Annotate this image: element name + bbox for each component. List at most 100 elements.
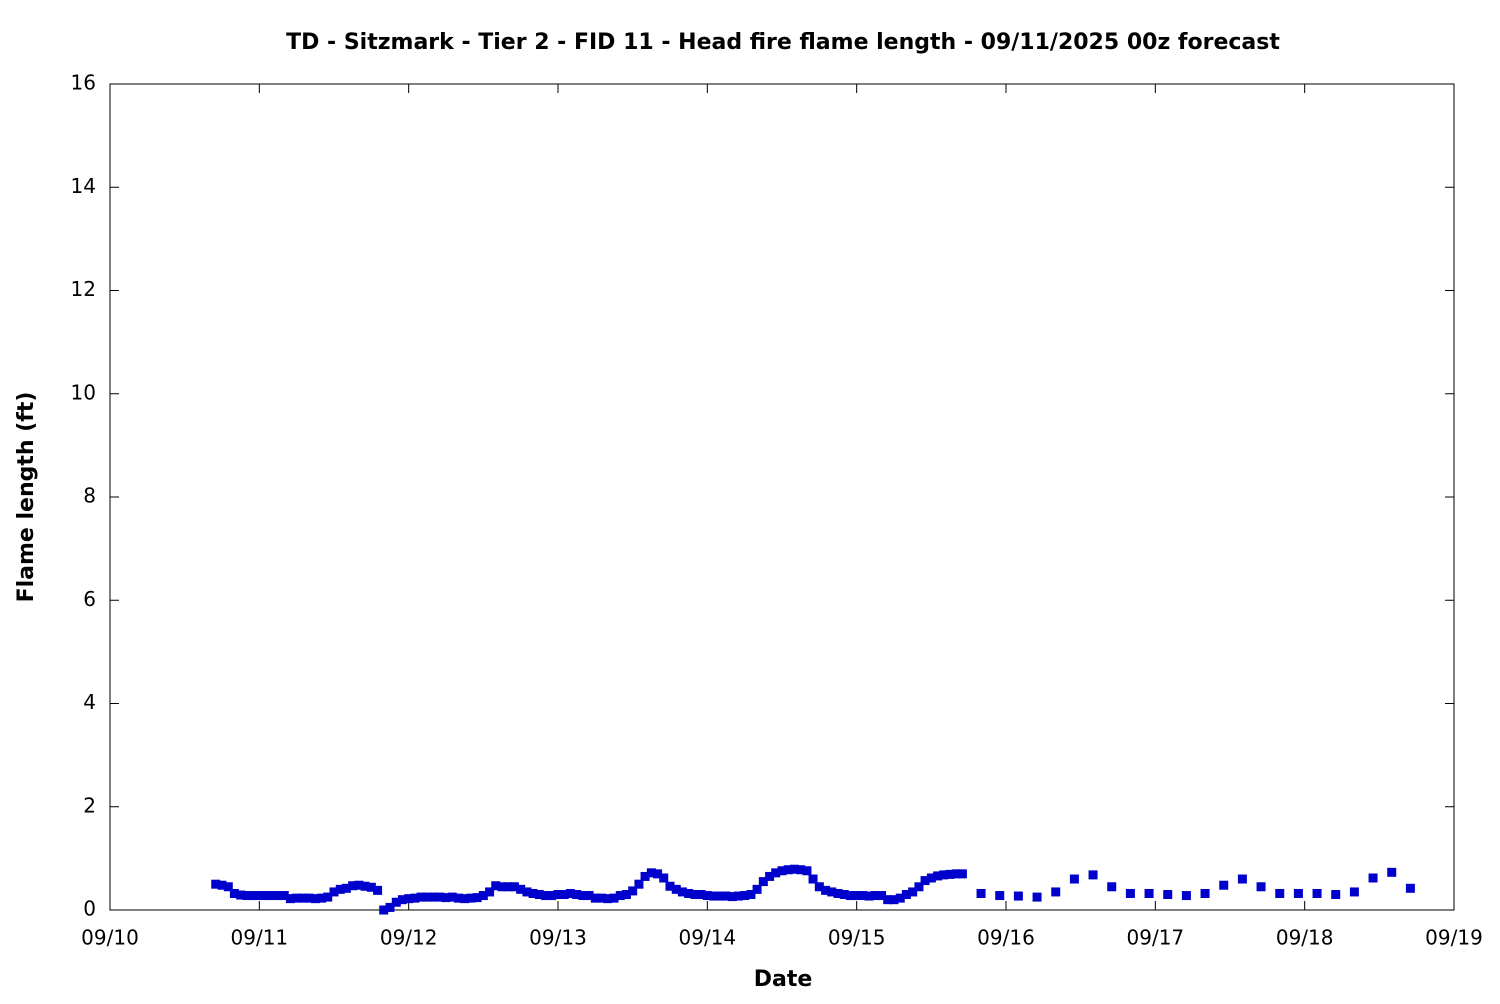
data-point <box>765 871 775 881</box>
data-point <box>578 891 588 901</box>
data-point <box>945 869 955 879</box>
data-point <box>1368 873 1378 883</box>
data-point <box>404 894 414 904</box>
data-point <box>709 891 719 901</box>
data-point <box>628 886 638 896</box>
data-point <box>590 893 600 903</box>
chart-title: TD - Sitzmark - Tier 2 - FID 11 - Head f… <box>286 30 1280 55</box>
data-point <box>1387 867 1397 877</box>
x-tick-label: 09/16 <box>977 926 1035 950</box>
data-point <box>261 891 271 901</box>
data-point <box>926 873 936 883</box>
data-point <box>821 885 831 895</box>
data-point <box>864 891 874 901</box>
data-point <box>254 891 264 901</box>
y-tick-label: 6 <box>83 587 96 611</box>
data-point <box>877 891 887 901</box>
data-point <box>472 893 482 903</box>
data-point <box>814 882 824 892</box>
data-point <box>528 888 538 898</box>
data-point <box>796 865 806 875</box>
data-point <box>441 893 451 903</box>
data-point <box>659 873 669 883</box>
data-point <box>771 868 781 878</box>
data-point <box>223 882 233 892</box>
data-point <box>783 865 793 875</box>
data-point <box>298 893 308 903</box>
data-point <box>1256 882 1266 892</box>
data-point <box>565 888 575 898</box>
data-point <box>466 893 476 903</box>
data-point <box>883 895 893 905</box>
data-point <box>870 891 880 901</box>
data-point <box>292 893 302 903</box>
data-point <box>1312 888 1322 898</box>
data-point <box>323 892 333 902</box>
data-point <box>653 869 663 879</box>
data-point <box>615 891 625 901</box>
data-point <box>1237 874 1247 884</box>
x-tick-label: 09/14 <box>679 926 737 950</box>
data-point <box>740 891 750 901</box>
data-point <box>789 864 799 874</box>
y-tick-label: 16 <box>71 71 96 95</box>
y-tick-label: 0 <box>83 897 96 921</box>
data-point <box>1107 882 1117 892</box>
data-point <box>317 893 327 903</box>
data-point <box>597 893 607 903</box>
data-point <box>839 890 849 900</box>
y-axis-label: Flame length (ft) <box>14 392 39 603</box>
data-point <box>541 891 551 901</box>
data-point <box>933 871 943 881</box>
data-point <box>341 883 351 893</box>
data-point <box>665 881 675 891</box>
data-point <box>1032 892 1042 902</box>
data-point <box>1293 888 1303 898</box>
data-point <box>715 891 725 901</box>
data-point <box>273 891 283 901</box>
y-tick-label: 10 <box>71 380 96 404</box>
data-point <box>491 881 501 891</box>
data-point <box>304 893 314 903</box>
data-point <box>366 882 376 892</box>
data-point <box>609 893 619 903</box>
data-point <box>777 866 787 876</box>
data-point <box>690 890 700 900</box>
data-point <box>397 895 407 905</box>
data-point <box>1405 883 1415 893</box>
data-point <box>385 902 395 912</box>
data-point <box>584 891 594 901</box>
data-point <box>901 890 911 900</box>
data-point <box>329 887 339 897</box>
data-point <box>721 891 731 901</box>
data-point <box>429 892 439 902</box>
data-point <box>267 891 277 901</box>
data-point <box>833 888 843 898</box>
data-point <box>478 891 488 901</box>
x-tick-label: 09/10 <box>81 926 139 950</box>
data-point <box>920 876 930 886</box>
data-point <box>422 892 432 902</box>
data-point <box>453 893 463 903</box>
data-point <box>379 905 389 915</box>
data-point <box>646 868 656 878</box>
data-point <box>547 891 557 901</box>
data-point <box>485 887 495 897</box>
data-point <box>1181 891 1191 901</box>
x-axis-label: Date <box>754 967 813 992</box>
data-point <box>373 885 383 895</box>
data-point <box>1163 890 1173 900</box>
x-tick-label: 09/13 <box>529 926 587 950</box>
data-point <box>895 893 905 903</box>
data-point <box>1275 888 1285 898</box>
data-point <box>827 887 837 897</box>
data-point <box>976 888 986 898</box>
data-point <box>242 891 252 901</box>
data-point <box>1069 874 1079 884</box>
data-point <box>559 890 569 900</box>
data-point <box>752 884 762 894</box>
data-point <box>1013 891 1023 901</box>
y-tick-label: 14 <box>71 174 96 198</box>
x-tick-label: 09/17 <box>1127 926 1185 950</box>
